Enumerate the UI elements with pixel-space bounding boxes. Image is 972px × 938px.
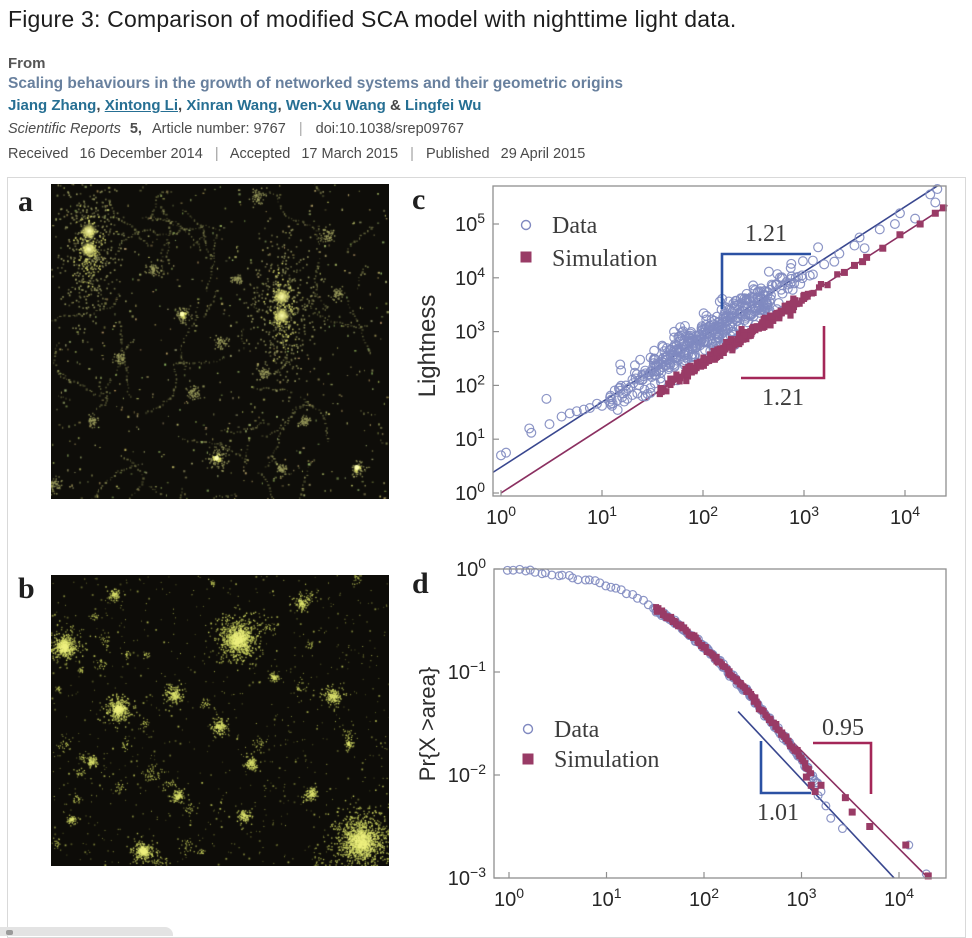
- accepted-date: 17 March 2015: [301, 146, 399, 162]
- svg-text:0.95: 0.95: [822, 715, 864, 741]
- figure-image-frame: a b c d 1.21 1.21 Data Simulation 100 101 102 1…: [7, 177, 966, 938]
- svg-text:10−2: 10−2: [448, 761, 486, 787]
- received-label: Received: [8, 146, 69, 162]
- author-link[interactable]: Jiang Zhang: [8, 97, 97, 114]
- panel-label-b: b: [18, 572, 35, 605]
- author-separator: ,: [277, 97, 286, 114]
- author-separator: &: [385, 97, 405, 114]
- author-link[interactable]: Xinran Wang: [186, 97, 278, 114]
- svg-text:Data: Data: [552, 213, 598, 239]
- author-list: Jiang Zhang, Xintong Li, Xinran Wang, We…: [8, 97, 481, 114]
- from-label: From: [8, 55, 46, 72]
- simulation-image: [51, 575, 389, 866]
- lightness-scatter-plot: 1.21 1.21 Data Simulation 100 101 102 103 104 100…: [414, 184, 948, 529]
- svg-text:10−3: 10−3: [448, 864, 486, 890]
- svg-text:Lightness: Lightness: [414, 295, 441, 398]
- svg-text:102: 102: [455, 371, 485, 397]
- svg-text:102: 102: [688, 503, 718, 529]
- svg-text:100: 100: [456, 556, 486, 581]
- panel-label-d: d: [412, 567, 429, 600]
- svg-text:1.21: 1.21: [762, 385, 804, 411]
- svg-text:104: 104: [884, 885, 914, 911]
- article-number: Article number: 9767: [151, 121, 286, 137]
- author-separator: ,: [178, 97, 187, 114]
- panel-label-a: a: [18, 185, 33, 218]
- published-date: 29 April 2015: [500, 146, 586, 162]
- svg-text:100: 100: [486, 503, 516, 529]
- doi-text: doi:10.1038/srep09767: [315, 121, 464, 137]
- separator: |: [410, 146, 414, 162]
- browser-status-bar: [0, 927, 173, 936]
- svg-text:101: 101: [591, 885, 621, 911]
- svg-text:104: 104: [455, 264, 485, 290]
- svg-text:103: 103: [455, 318, 485, 344]
- journal-name: Scientific Reports: [8, 121, 121, 137]
- svg-text:101: 101: [455, 425, 485, 451]
- svg-text:Data: Data: [554, 717, 600, 743]
- svg-text:10−1: 10−1: [448, 658, 486, 684]
- svg-text:100: 100: [494, 885, 524, 911]
- accepted-label: Accepted: [229, 146, 291, 162]
- svg-text:1.01: 1.01: [757, 800, 799, 826]
- nighttime-light-image: [51, 184, 389, 499]
- svg-text:104: 104: [890, 503, 920, 529]
- svg-text:102: 102: [689, 885, 719, 911]
- page-title: Figure 3: Comparison of modified SCA mod…: [8, 6, 737, 32]
- separator: |: [214, 146, 219, 162]
- svg-text:100: 100: [455, 479, 485, 505]
- svg-text:1.21: 1.21: [745, 221, 787, 247]
- received-date: 16 December 2014: [79, 146, 203, 162]
- svg-text:Simulation: Simulation: [554, 747, 659, 773]
- author-link[interactable]: Lingfei Wu: [405, 97, 482, 114]
- journal-citation: Scientific Reports 5, Article number: 97…: [8, 121, 464, 137]
- area-ccdf-plot: 1.01 0.95 Data Simulation 100 101 102 103 104 100…: [415, 556, 947, 911]
- svg-text:105: 105: [455, 210, 485, 236]
- svg-text:103: 103: [789, 503, 819, 529]
- published-label: Published: [425, 146, 490, 162]
- author-link[interactable]: Wen-Xu Wang: [285, 97, 386, 114]
- dates-line: Received 16 December 2014 | Accepted 17 …: [8, 146, 585, 162]
- status-bar-icon: [6, 930, 13, 935]
- article-title-link[interactable]: Scaling behaviours in the growth of netw…: [8, 75, 623, 92]
- svg-text:103: 103: [786, 885, 816, 911]
- journal-volume: 5,: [129, 121, 142, 137]
- author-separator: ,: [96, 97, 105, 114]
- panel-label-c: c: [412, 183, 426, 216]
- author-link[interactable]: Xintong Li: [104, 97, 179, 114]
- separator: |: [298, 121, 303, 137]
- svg-text:Simulation: Simulation: [552, 246, 657, 272]
- svg-text:101: 101: [587, 503, 617, 529]
- svg-text:Pr{X >area}: Pr{X >area}: [415, 667, 440, 781]
